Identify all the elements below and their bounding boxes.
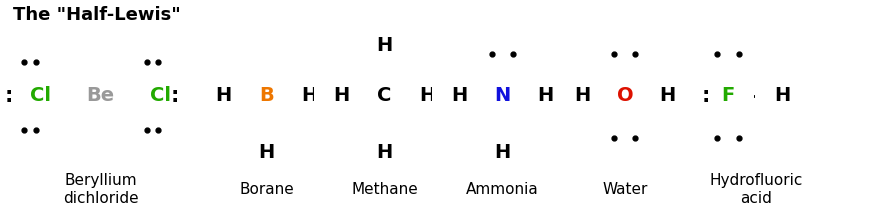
Text: H: H (334, 86, 350, 105)
Text: F: F (721, 86, 735, 105)
Text: H: H (377, 36, 392, 55)
Text: H: H (302, 86, 317, 105)
Text: Methane: Methane (351, 182, 418, 197)
Text: Cl: Cl (150, 86, 171, 105)
Text: H: H (420, 86, 435, 105)
Text: Beryllium
dichloride: Beryllium dichloride (63, 173, 138, 206)
Text: Be: Be (87, 86, 114, 105)
Text: H: H (538, 86, 553, 105)
Text: N: N (495, 86, 510, 105)
Text: C: C (378, 86, 392, 105)
Text: H: H (259, 143, 274, 162)
Text: H: H (495, 143, 510, 162)
Text: H: H (377, 143, 392, 162)
Text: O: O (616, 86, 634, 105)
Text: H: H (452, 86, 468, 105)
Text: H: H (660, 86, 676, 105)
Text: :: : (4, 86, 13, 106)
Text: Borane: Borane (239, 182, 294, 197)
Text: B: B (260, 86, 274, 105)
Text: H: H (216, 86, 232, 105)
Text: :: : (701, 86, 710, 106)
Text: Hydrofluoric
acid: Hydrofluoric acid (710, 173, 802, 206)
Text: H: H (574, 86, 590, 105)
Text: Water: Water (602, 182, 648, 197)
Text: :: : (170, 86, 179, 106)
Text: Cl: Cl (30, 86, 51, 105)
Text: Ammonia: Ammonia (466, 182, 539, 197)
Text: H: H (774, 86, 790, 105)
Text: The "Half-Lewis": The "Half-Lewis" (13, 6, 181, 24)
